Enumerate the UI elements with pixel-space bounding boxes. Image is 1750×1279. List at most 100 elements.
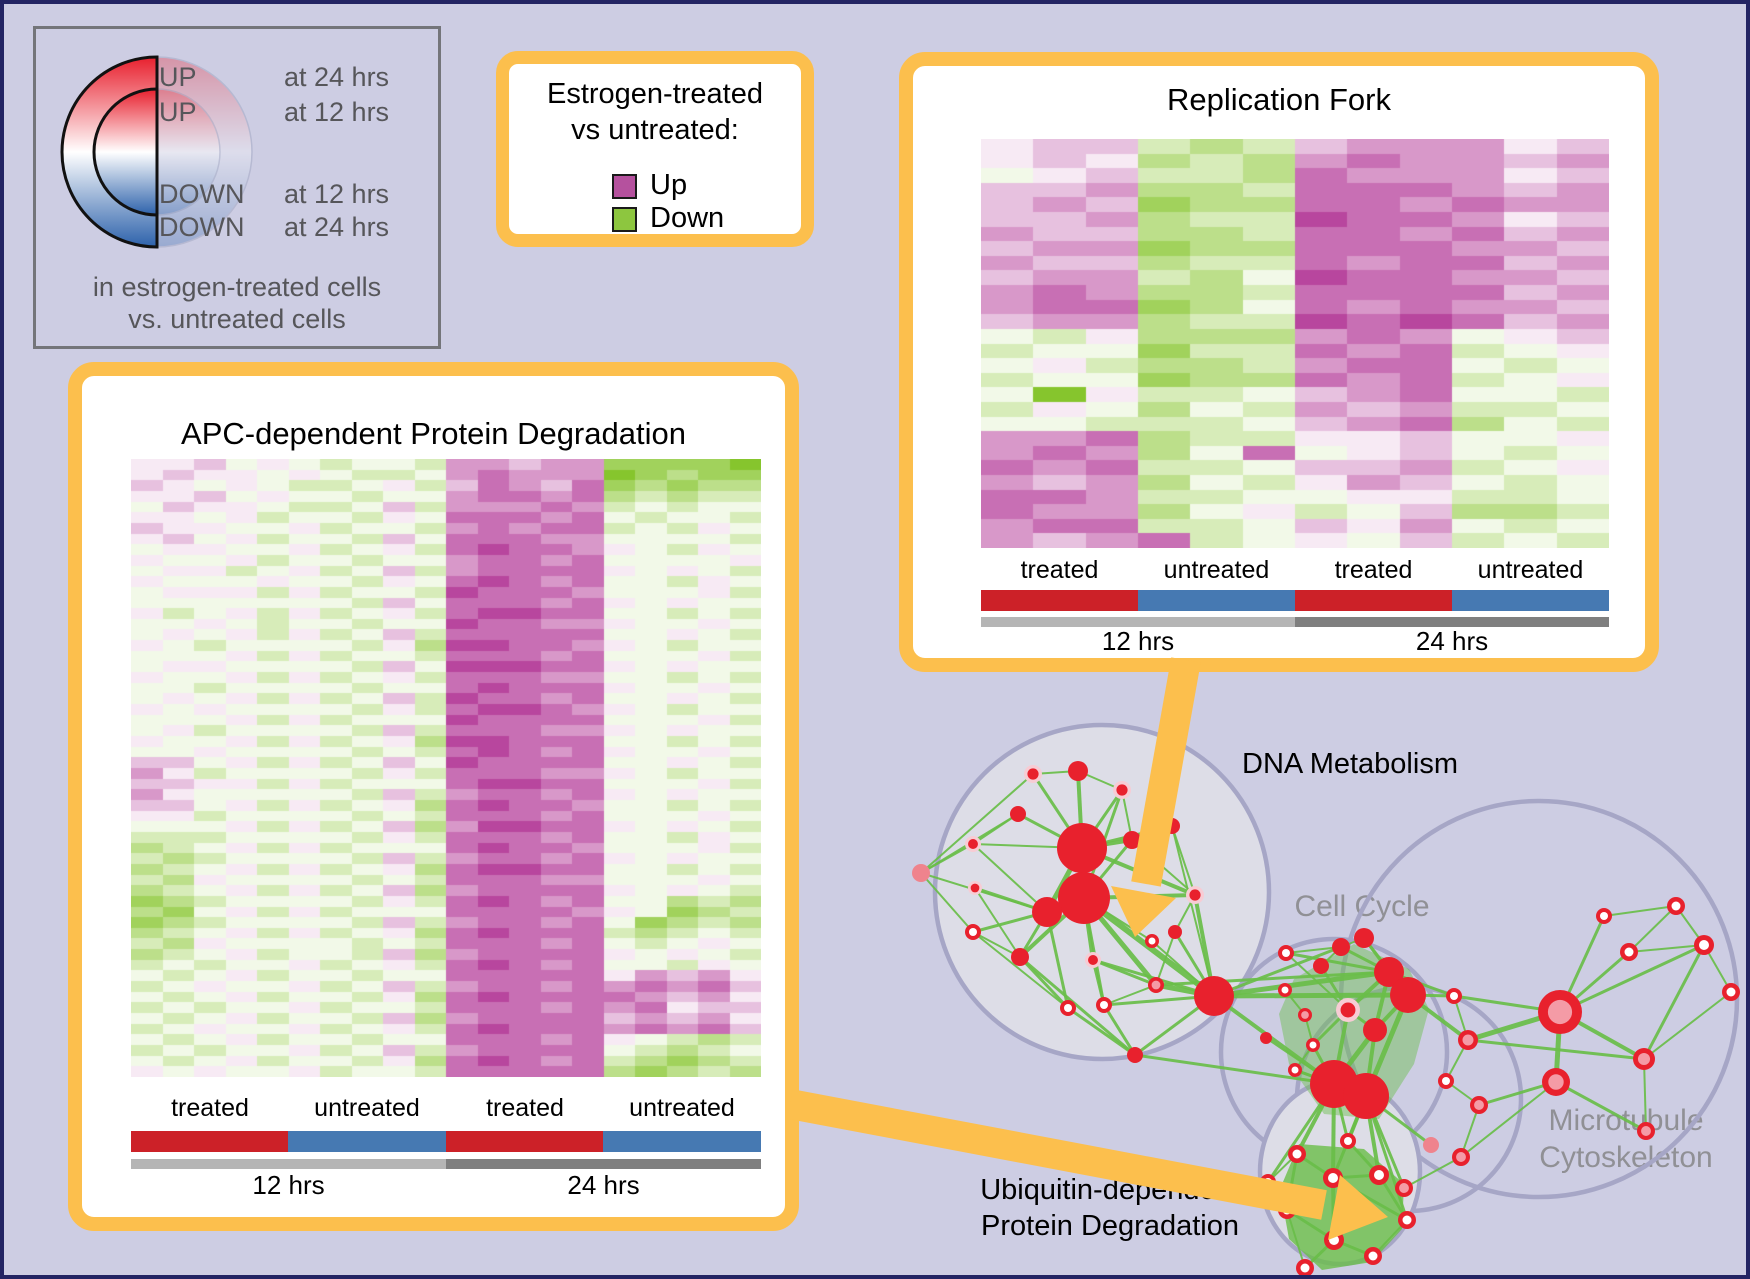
apc-12hrs-label: 12 hrs — [252, 1170, 325, 1200]
cluster-circle — [1218, 936, 1450, 1168]
gene-node-donut — [1324, 1230, 1344, 1250]
network-edge — [1296, 1152, 1334, 1180]
network-edge — [1081, 846, 1196, 897]
gene-node-donut-center — [1329, 1235, 1339, 1245]
ubiquitin-label-line1: Ubiquitin-dependent — [980, 1174, 1240, 1206]
network-edge — [1018, 911, 1049, 958]
network-edge — [972, 931, 1069, 1009]
gene-node-donut — [1446, 988, 1462, 1004]
network-edge — [1267, 1153, 1298, 1183]
apc-group-label: untreated — [314, 1094, 420, 1122]
network-edge — [1045, 911, 1070, 1009]
gene-node-solid — [1194, 976, 1234, 1016]
cluster-circle — [1294, 984, 1524, 1214]
rf-12hrs-label: 12 hrs — [1101, 626, 1175, 656]
network-edge — [1213, 945, 1342, 998]
network-edge — [1453, 995, 1469, 1041]
gene-node-halo — [968, 881, 982, 895]
network-edge — [1559, 1010, 1645, 1061]
gene-node-donut-center — [1292, 1149, 1302, 1159]
network-edge — [1082, 897, 1095, 961]
network-edge — [1332, 1009, 1350, 1085]
network-edge — [1193, 894, 1216, 997]
network-edge — [1081, 838, 1133, 850]
gene-node-donut-center — [1300, 1263, 1310, 1273]
network-edge — [1331, 1140, 1350, 1179]
network-edge — [1083, 897, 1153, 942]
gene-node-donut-center — [1282, 1205, 1292, 1215]
gene-node-solid — [1374, 957, 1404, 987]
updown-legend-title-line2: vs untreated: — [571, 114, 739, 146]
network-edge — [1331, 1095, 1368, 1179]
replication-fork-title: Replication Fork — [1167, 82, 1391, 117]
network-edge — [1082, 839, 1134, 899]
gene-node-solid — [1260, 1032, 1272, 1044]
gene-node-donut-center — [1726, 987, 1736, 997]
legend-footer-line2: vs. untreated cells — [128, 304, 346, 334]
gene-node-donut — [1722, 983, 1740, 1001]
network-edge — [1467, 1009, 1561, 1043]
network-edge — [1365, 1094, 1432, 1147]
network-edge — [1642, 944, 1706, 1060]
gene-node-halo-core — [1088, 955, 1098, 965]
gene-node-halo — [1336, 998, 1360, 1022]
network-edge — [1082, 789, 1124, 899]
cell-cycle-label: Cell Cycle — [1294, 890, 1430, 923]
gene-node-pink-center-core — [1151, 980, 1161, 990]
gene-node-pink-center-core — [1547, 999, 1573, 1025]
annotation-arrow-head — [1111, 886, 1176, 937]
network-edge — [1364, 1095, 1409, 1221]
network-edge — [1285, 946, 1342, 954]
gene-node-halo — [1113, 781, 1131, 799]
network-edge — [1332, 1028, 1377, 1086]
network-edge — [1372, 1219, 1408, 1257]
gene-node-solid — [1011, 948, 1029, 966]
apc-panel: APC-dependent Protein Degradation treate… — [68, 362, 799, 1231]
rf-untreated-bar — [1138, 590, 1295, 611]
apc-12hrs-bar — [131, 1159, 446, 1169]
network-edge — [1332, 1083, 1350, 1142]
gene-node-donut-center — [1064, 1004, 1072, 1012]
gene-node-pink-center — [1395, 1179, 1413, 1197]
network-edge — [1377, 1174, 1409, 1221]
network-edge — [972, 931, 1021, 958]
network-edge — [1045, 895, 1086, 915]
gene-node-pink-center — [1148, 977, 1164, 993]
network-edge — [1286, 1209, 1306, 1269]
gene-node-donut — [1596, 908, 1612, 924]
gene-node-halo-core — [1116, 784, 1128, 796]
network-edge — [1303, 1238, 1336, 1270]
network-edge — [1346, 1139, 1381, 1177]
network-edge — [1311, 1008, 1350, 1047]
gene-node-donut-center — [1148, 937, 1156, 945]
rf-24hrs-label: 24 hrs — [1415, 626, 1489, 656]
network-edge — [1294, 1044, 1314, 1071]
gene-node-halo-core — [968, 839, 978, 849]
network-edge — [1092, 958, 1157, 987]
rf-group-label: treated — [1020, 556, 1099, 584]
network-edge — [1266, 1083, 1336, 1183]
gene-node-donut-center — [1624, 947, 1634, 957]
gene-node-donut — [1288, 1145, 1306, 1163]
apc-24hrs-bar — [446, 1159, 761, 1169]
network-edge — [1092, 958, 1215, 998]
network-edge — [1407, 993, 1455, 998]
gene-node-pink-center — [1538, 990, 1582, 1034]
gene-node-solid — [1068, 761, 1088, 781]
network-edge — [1212, 994, 1336, 1086]
gene-node-halo-core — [1027, 768, 1039, 780]
network-edge — [920, 813, 1019, 874]
network-edge — [1103, 984, 1157, 1006]
gene-node-pink-center-core — [1301, 1011, 1309, 1019]
apc-treated-bar — [446, 1131, 604, 1152]
gene-node-donut — [1369, 1165, 1389, 1185]
gene-node-pink-center-core — [1456, 1152, 1466, 1162]
network-edge — [1018, 896, 1086, 959]
gene-node-donut — [1060, 1000, 1076, 1016]
network-edge — [1103, 994, 1215, 1007]
network-edge — [1134, 1053, 1335, 1086]
network-edge — [1332, 1176, 1408, 1222]
up-color-swatch — [612, 174, 637, 199]
apc-untreated-bar — [288, 1131, 446, 1152]
